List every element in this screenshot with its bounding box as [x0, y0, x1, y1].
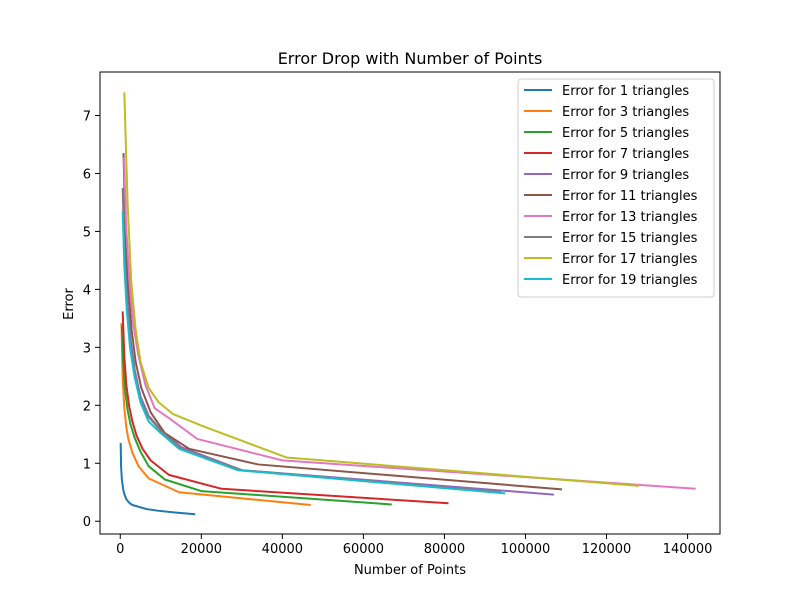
legend-label-9: Error for 19 triangles — [562, 273, 698, 288]
series-line-2 — [120, 325, 392, 506]
x-tick-label: 80000 — [424, 542, 465, 557]
legend-label-5: Error for 11 triangles — [562, 189, 698, 204]
series-line-1 — [120, 322, 311, 507]
series-line-6 — [122, 157, 696, 490]
y-tick-label: 1 — [83, 457, 91, 472]
chart-title: Error Drop with Number of Points — [278, 49, 543, 68]
x-tick-label: 140000 — [663, 542, 713, 557]
legend: Error for 1 triangles Error for 3 triangl… — [517, 78, 715, 298]
y-tick-label: 6 — [83, 167, 91, 182]
y-tick-label: 7 — [83, 109, 91, 124]
x-axis: 0 20000 40000 60000 80000 100000 120000 140000 — [116, 534, 712, 557]
y-tick-label: 5 — [83, 225, 91, 240]
legend-label-7: Error for 15 triangles — [562, 231, 698, 246]
legend-label-4: Error for 9 triangles — [562, 168, 689, 183]
legend-label-0: Error for 1 triangles — [562, 84, 689, 99]
x-tick-label: 40000 — [262, 542, 303, 557]
x-tick-label: 120000 — [582, 542, 632, 557]
legend-label-2: Error for 5 triangles — [562, 126, 689, 141]
x-tick-label: 100000 — [501, 542, 551, 557]
legend-label-1: Error for 3 triangles — [562, 105, 689, 120]
x-tick-label: 0 — [116, 542, 124, 557]
series-line-9 — [121, 211, 506, 495]
series-line-3 — [121, 311, 449, 505]
legend-label-8: Error for 17 triangles — [562, 252, 698, 267]
plot-frame — [99, 71, 721, 535]
series-line-8 — [123, 92, 640, 487]
y-tick-label: 4 — [83, 283, 91, 298]
x-tick-label: 60000 — [343, 542, 384, 557]
x-axis-label: Number of Points — [354, 563, 466, 578]
x-tick-label: 20000 — [181, 542, 222, 557]
series-line-0 — [119, 442, 196, 516]
legend-label-3: Error for 7 triangles — [562, 147, 689, 162]
y-tick-label: 2 — [83, 399, 91, 414]
y-tick-label: 0 — [83, 515, 91, 530]
y-axis-label: Error — [62, 288, 77, 320]
legend-box — [517, 78, 715, 298]
legend-label-6: Error for 13 triangles — [562, 210, 698, 225]
y-tick-label: 3 — [83, 341, 91, 356]
plot-area — [99, 71, 721, 535]
series-line-5 — [122, 153, 563, 491]
y-axis: 0 1 2 3 4 5 6 7 — [83, 109, 100, 530]
